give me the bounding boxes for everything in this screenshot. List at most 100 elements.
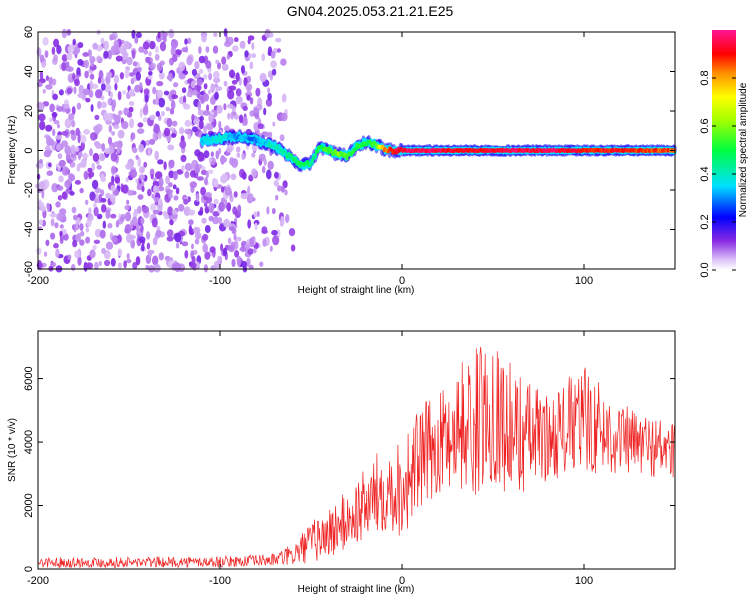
spectrogram-noise-blob [101, 82, 106, 91]
spectrogram-noise-blob [152, 131, 158, 142]
spectrogram-noise-blob [92, 152, 100, 162]
spectrogram-noise-blob [89, 191, 96, 201]
spectrogram-noise-blob [70, 144, 76, 154]
spectrogram-noise-blob [170, 212, 178, 220]
y-tick-label: 0 [23, 566, 35, 572]
snr-frame [37, 330, 676, 570]
spectrogram-noise-blob [93, 239, 101, 244]
spectrogram-noise-blob [255, 87, 261, 97]
spectrogram-noise-blob [275, 37, 282, 43]
spectrogram-noise-blob [50, 261, 57, 268]
spectrogram-noise-blob [80, 141, 86, 151]
spectrogram-noise-blob [192, 126, 198, 133]
spectrogram-noise-blob [214, 91, 219, 100]
spectrogram-noise-blob [204, 251, 211, 260]
spectrogram-noise-blob [156, 229, 162, 238]
spectrogram-signal-core [345, 156, 349, 161]
spectrogram-noise-blob [284, 189, 288, 196]
spectrogram-noise-blob [168, 127, 175, 132]
spectrogram-noise-blob [51, 46, 56, 55]
spectrogram-noise-blob [175, 49, 182, 56]
spectrogram-noise-blob [259, 72, 267, 83]
spectrogram-noise-blob [66, 66, 74, 72]
spectrogram-noise-blob [88, 171, 95, 178]
spectrogram-noise-blob [233, 191, 238, 198]
spectrogram-noise-blob [66, 87, 73, 95]
spectrogram-noise-blob [99, 229, 106, 239]
spectrogram-noise-blob [166, 229, 174, 238]
spectrogram-noise-blob [251, 53, 256, 59]
spectrogram-noise-blob [48, 76, 53, 85]
spectrogram-noise-blob [100, 77, 105, 85]
spectrogram-noise-blob [223, 80, 228, 87]
spectrogram-noise-blob [202, 93, 210, 102]
spectrogram-noise-blob [117, 262, 122, 269]
spectrogram-noise-blob [228, 226, 236, 231]
spectrogram-noise-blob [97, 100, 102, 110]
spectrogram-noise-blob [89, 80, 93, 90]
spectrogram-noise-blob [93, 203, 97, 208]
spectrogram-noise-blob [141, 205, 149, 214]
spectrogram-noise-blob [163, 90, 170, 96]
spectrogram-noise-blob [119, 216, 125, 222]
spectrogram-noise-blob [218, 201, 225, 212]
spectrogram-noise-blob [63, 233, 69, 241]
spectrogram-noise-blob [247, 38, 251, 45]
spectrogram-noise-blob [181, 47, 188, 53]
spectrogram-noise-blob [147, 147, 151, 156]
spectrogram-noise-blob [58, 89, 64, 96]
spectrogram-noise-blob [113, 141, 121, 148]
spectrogram-noise-blob [128, 88, 135, 97]
y-tick-label: -20 [23, 182, 35, 198]
spectrogram-noise-blob [236, 152, 241, 158]
spectrogram-noise-blob [142, 117, 149, 123]
spectrogram-noise-blob [56, 123, 61, 129]
spectrogram-noise-blob [55, 143, 61, 151]
spectrogram-noise-blob [120, 39, 125, 45]
spectrogram-noise-blob [105, 241, 114, 250]
spectrogram-noise-blob [200, 109, 204, 118]
spectrogram-noise-blob [163, 161, 167, 170]
spectrogram-noise-blob [195, 192, 200, 203]
spectrogram-noise-blob [281, 93, 287, 103]
spectrogram-noise-blob [233, 240, 239, 250]
spectrogram-noise-blob [178, 72, 186, 80]
spectrogram-noise-blob [266, 169, 272, 180]
spectrogram-noise-blob [49, 212, 57, 218]
spectrogram-noise-blob [245, 83, 253, 91]
spectrogram-noise-blob [187, 133, 192, 140]
spectrogram-noise-blob [194, 60, 200, 70]
spectrogram-noise-blob [166, 117, 173, 128]
spectrogram-noise-blob [179, 127, 185, 135]
spectrogram-noise-blob [61, 54, 68, 62]
spectrogram-noise-blob [193, 226, 201, 234]
spectrogram-noise-blob [126, 199, 130, 205]
spectrogram-noise-blob [244, 50, 249, 58]
spectrogram-noise-blob [138, 174, 146, 180]
spectrogram-noise-blob [251, 42, 255, 50]
spectrogram-noise-blob [45, 239, 50, 246]
spectrogram-noise-blob [220, 243, 224, 252]
spectrogram-noise-blob [203, 202, 208, 207]
spectrogram-noise-blob [156, 89, 163, 99]
spectrogram-noise-blob [223, 218, 231, 228]
spectrogram-noise-blob [191, 89, 199, 96]
spectrogram-noise-blob [127, 189, 135, 196]
spectrogram-noise-blob [172, 184, 177, 190]
spectrogram-noise-blob [108, 124, 113, 133]
spectrogram-noise-blob [79, 239, 85, 246]
spectrogram-noise-blob [240, 65, 246, 74]
spectrogram-noise-blob [146, 242, 151, 250]
spectrogram-noise-blob [107, 98, 112, 106]
spectrogram-noise-blob [73, 224, 77, 233]
spectrogram-noise-blob [236, 236, 242, 242]
spectrogram-noise-blob [107, 222, 113, 229]
spectrogram-noise-blob [208, 72, 213, 81]
snr-series-line [37, 346, 676, 569]
spectrogram-noise-blob [149, 168, 155, 177]
spectrogram-noise-blob [261, 53, 266, 62]
spectrogram-noise-blob [216, 104, 223, 114]
spectrogram-noise-blob [143, 49, 149, 55]
spectrogram-noise-blob [149, 40, 156, 50]
spectrogram-noise-blob [135, 178, 139, 184]
